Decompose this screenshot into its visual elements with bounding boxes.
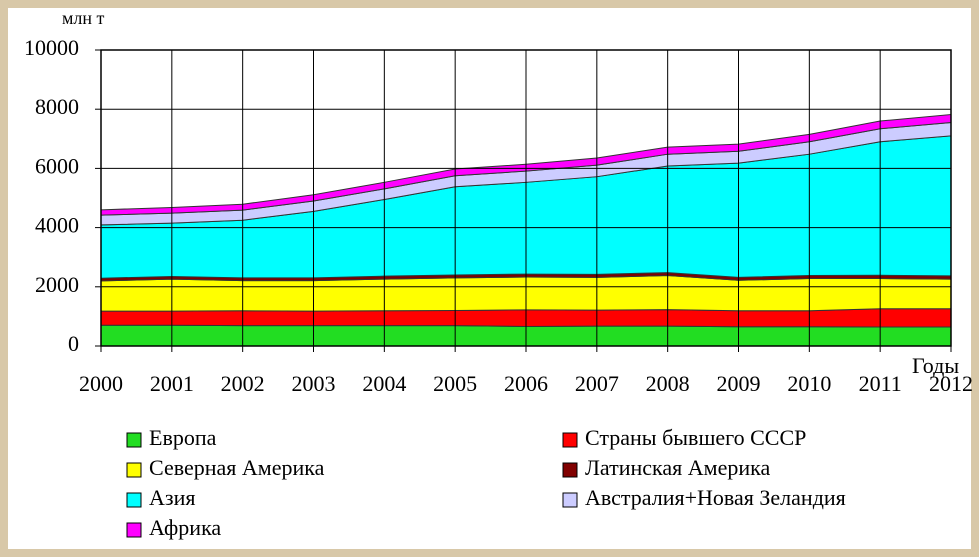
- x-tick-label: 2002: [221, 371, 265, 396]
- x-tick-label: 2008: [646, 371, 690, 396]
- legend-swatch: [126, 432, 142, 448]
- x-tick-label: 2004: [362, 371, 406, 396]
- legend-label: Страны бывшего СССР: [585, 425, 806, 450]
- legend-label: Африка: [149, 515, 221, 540]
- legend-label: Европа: [149, 425, 217, 450]
- x-tick-label: 2012: [929, 371, 973, 396]
- x-tick-label: 2010: [787, 371, 831, 396]
- legend-label: Латинская Америка: [585, 455, 770, 480]
- y-tick-label: 0: [68, 331, 79, 356]
- x-tick-label: 2011: [859, 371, 902, 396]
- legend-label: Северная Америка: [149, 455, 325, 480]
- legend-swatch: [562, 432, 578, 448]
- y-tick-label: 2000: [35, 272, 79, 297]
- x-tick-label: 2009: [717, 371, 761, 396]
- y-axis-label: млн т: [62, 8, 105, 28]
- y-tick-label: 8000: [35, 94, 79, 119]
- legend-swatch: [562, 492, 578, 508]
- y-tick-label: 4000: [35, 213, 79, 238]
- x-tick-label: 2005: [433, 371, 477, 396]
- x-tick-label: 2006: [504, 371, 548, 396]
- x-tick-label: 2007: [575, 371, 619, 396]
- legend-label: Азия: [149, 485, 195, 510]
- y-tick-label: 10000: [24, 35, 79, 60]
- y-tick-label: 6000: [35, 153, 79, 178]
- legend-label: Австралия+Новая Зеландия: [585, 485, 846, 510]
- legend-swatch: [562, 462, 578, 478]
- legend-swatch: [126, 522, 142, 538]
- legend-swatch: [126, 492, 142, 508]
- x-tick-label: 2001: [150, 371, 194, 396]
- x-tick-label: 2000: [79, 371, 123, 396]
- x-axis-label: Годы: [912, 353, 959, 378]
- legend-swatch: [126, 462, 142, 478]
- plot-border: [100, 49, 952, 347]
- x-tick-label: 2003: [292, 371, 336, 396]
